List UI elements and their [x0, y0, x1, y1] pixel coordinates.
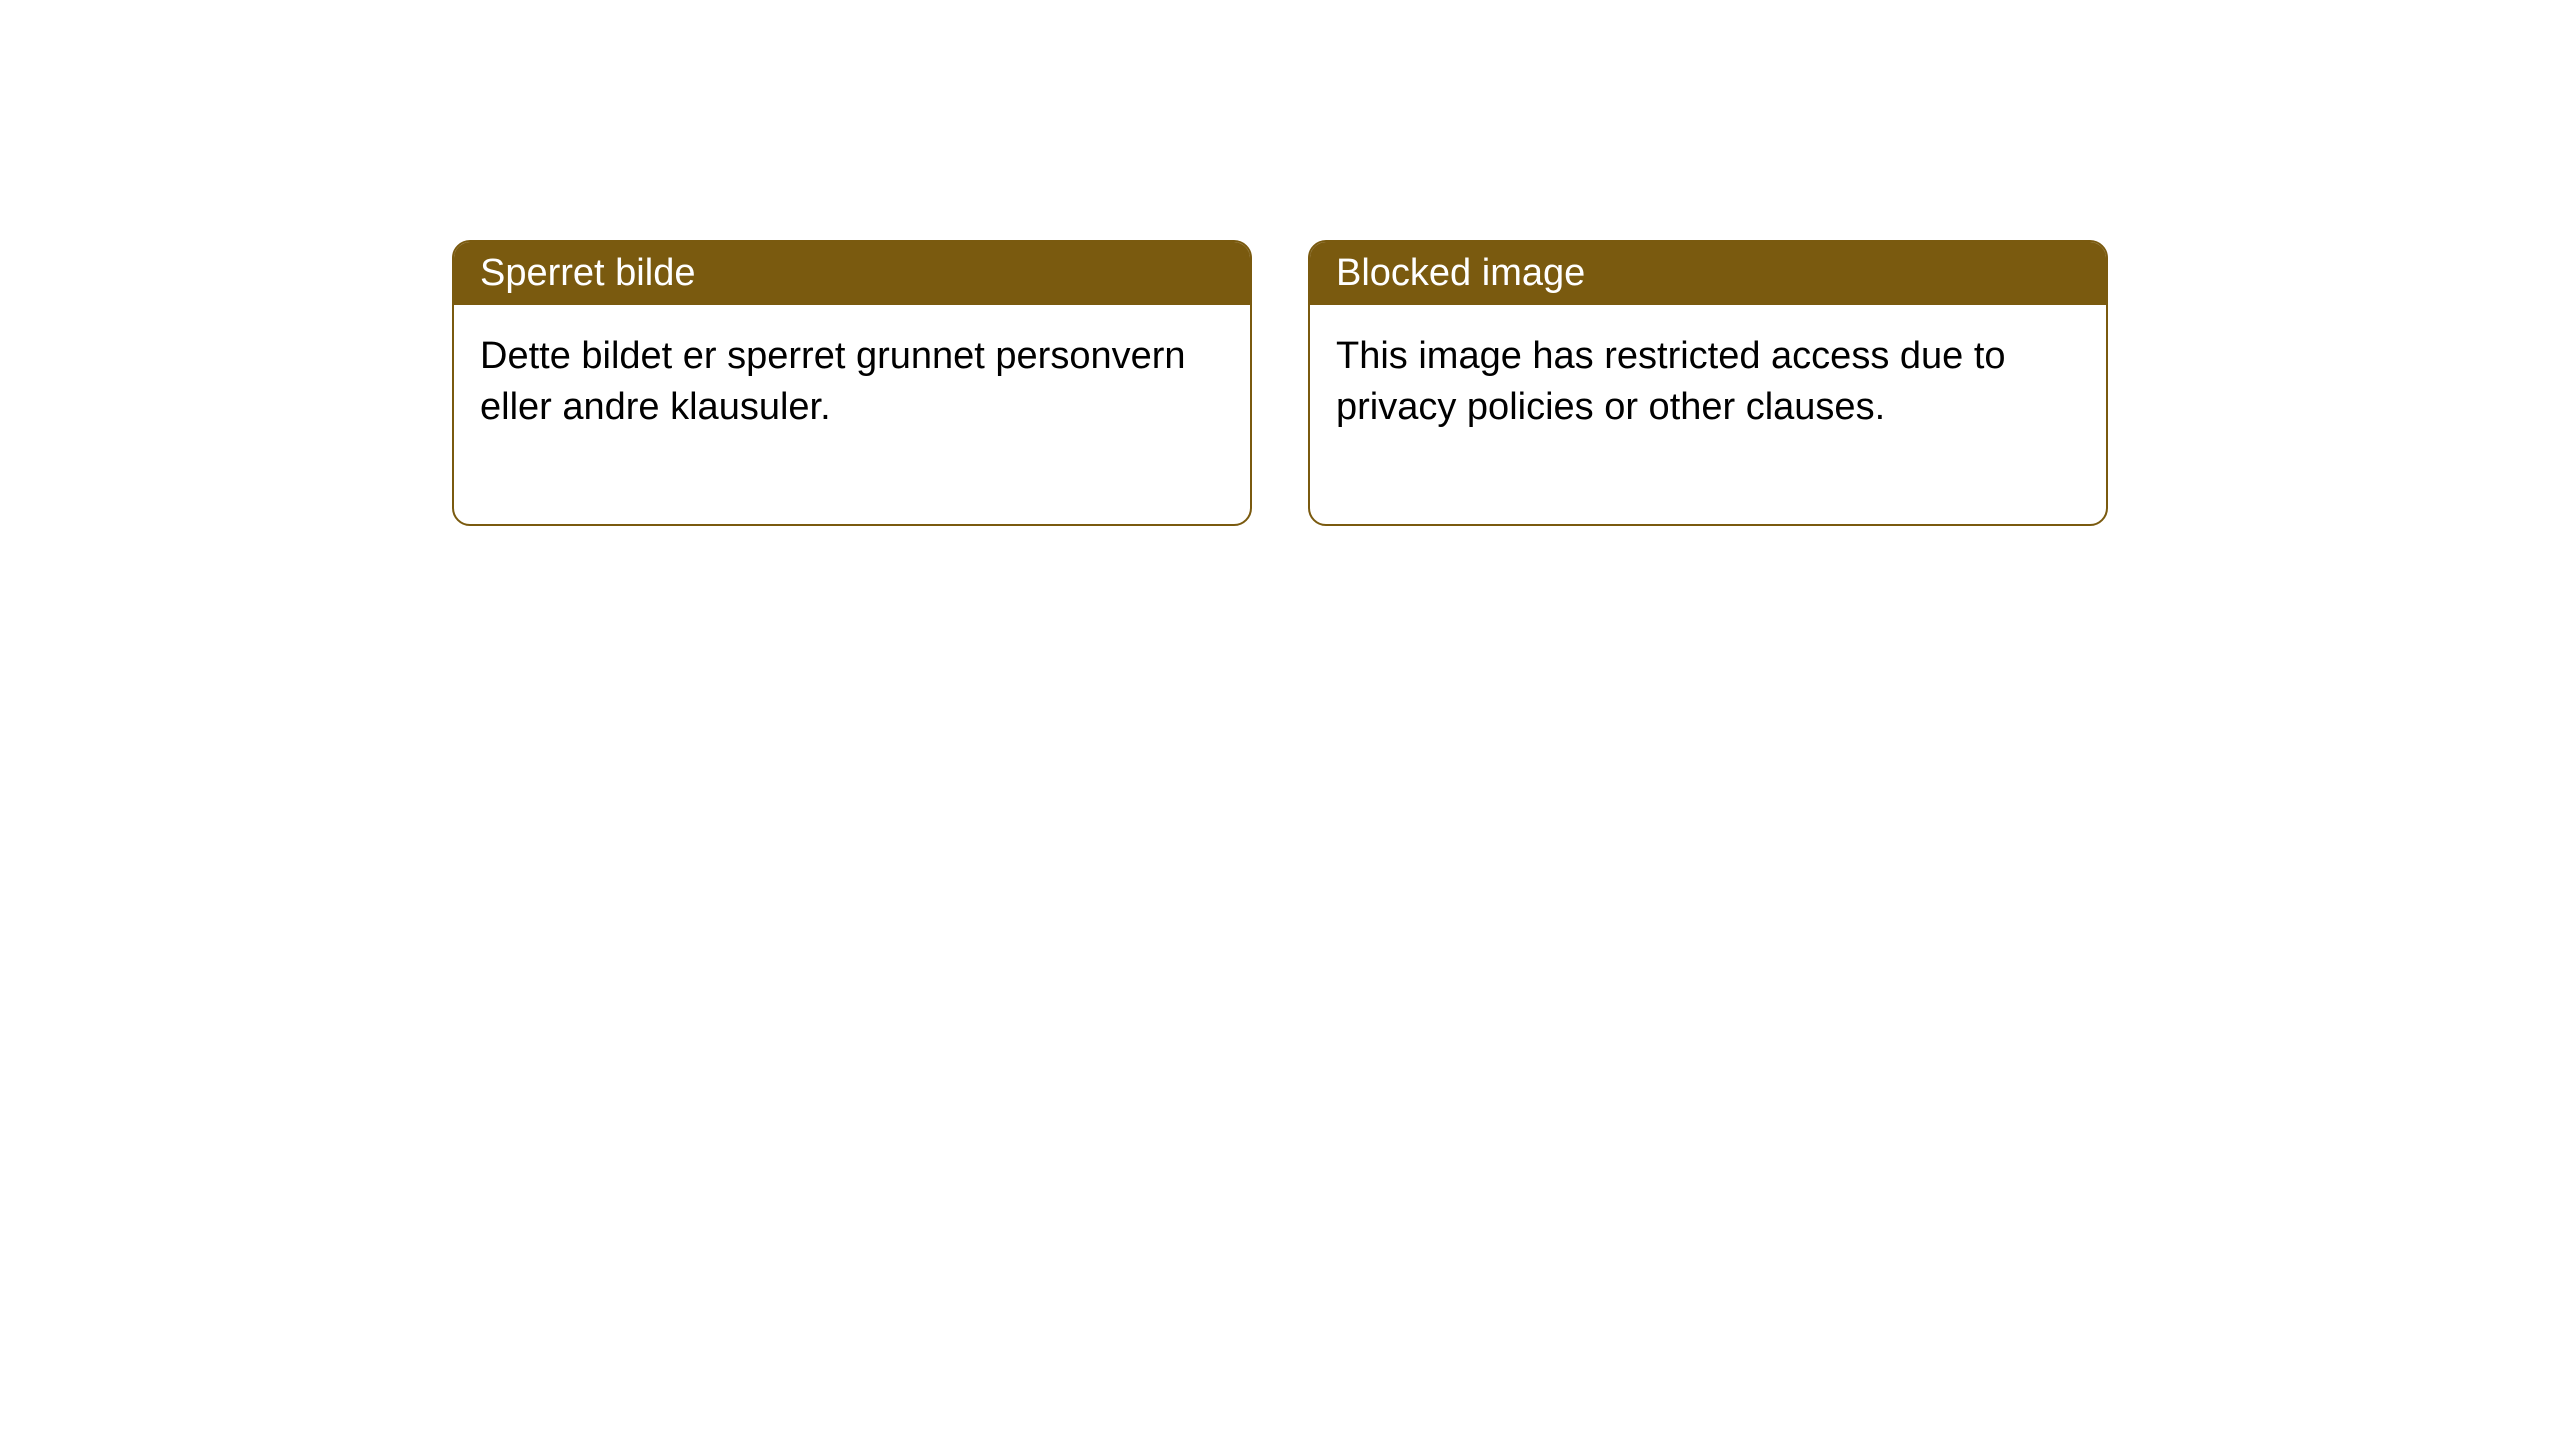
card-body: Dette bildet er sperret grunnet personve…: [454, 305, 1250, 524]
notice-cards-container: Sperret bilde Dette bildet er sperret gr…: [452, 240, 2108, 526]
card-body: This image has restricted access due to …: [1310, 305, 2106, 524]
card-header: Sperret bilde: [454, 242, 1250, 305]
card-title: Blocked image: [1336, 252, 1585, 294]
card-title: Sperret bilde: [480, 252, 695, 294]
card-body-text: Dette bildet er sperret grunnet personve…: [480, 335, 1186, 428]
card-header: Blocked image: [1310, 242, 2106, 305]
card-body-text: This image has restricted access due to …: [1336, 335, 2006, 428]
notice-card-english: Blocked image This image has restricted …: [1308, 240, 2108, 526]
notice-card-norwegian: Sperret bilde Dette bildet er sperret gr…: [452, 240, 1252, 526]
